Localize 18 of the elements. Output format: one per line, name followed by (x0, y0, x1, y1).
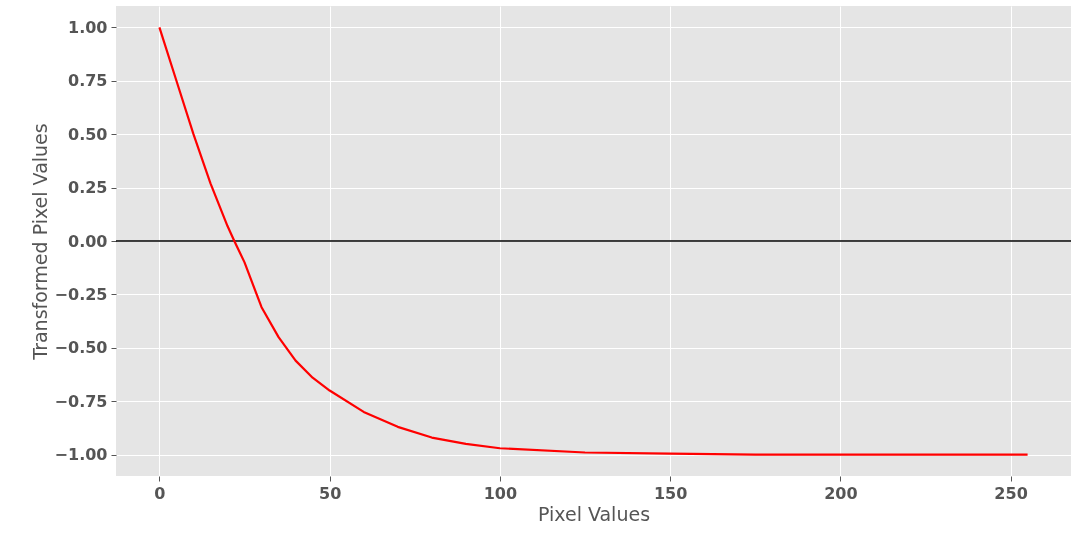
y-tick-label: 0.50 (68, 124, 108, 144)
x-axis-title: Pixel Values (537, 502, 651, 525)
x-tick-label: 0 (154, 483, 166, 503)
x-tick-label: 100 (483, 483, 518, 503)
x-tick-label: 150 (653, 483, 688, 503)
y-tick-label: −0.25 (54, 284, 108, 304)
line-series (158, 26, 1029, 456)
y-tick-label: 0.00 (68, 231, 108, 251)
x-tick-label: 200 (824, 483, 858, 503)
x-tick-label: 250 (994, 483, 1028, 503)
x-tick-label: 50 (319, 483, 342, 503)
y-tick-label: −1.00 (54, 445, 108, 465)
y-tick-label: 0.25 (68, 178, 108, 198)
y-tick-label: 0.75 (68, 71, 108, 91)
y-axis-title: Transformed Pixel Values (28, 123, 51, 361)
y-tick-label: 1.00 (68, 17, 108, 37)
y-tick-label: −0.75 (54, 391, 108, 411)
y-tick-label: −0.50 (54, 338, 108, 358)
